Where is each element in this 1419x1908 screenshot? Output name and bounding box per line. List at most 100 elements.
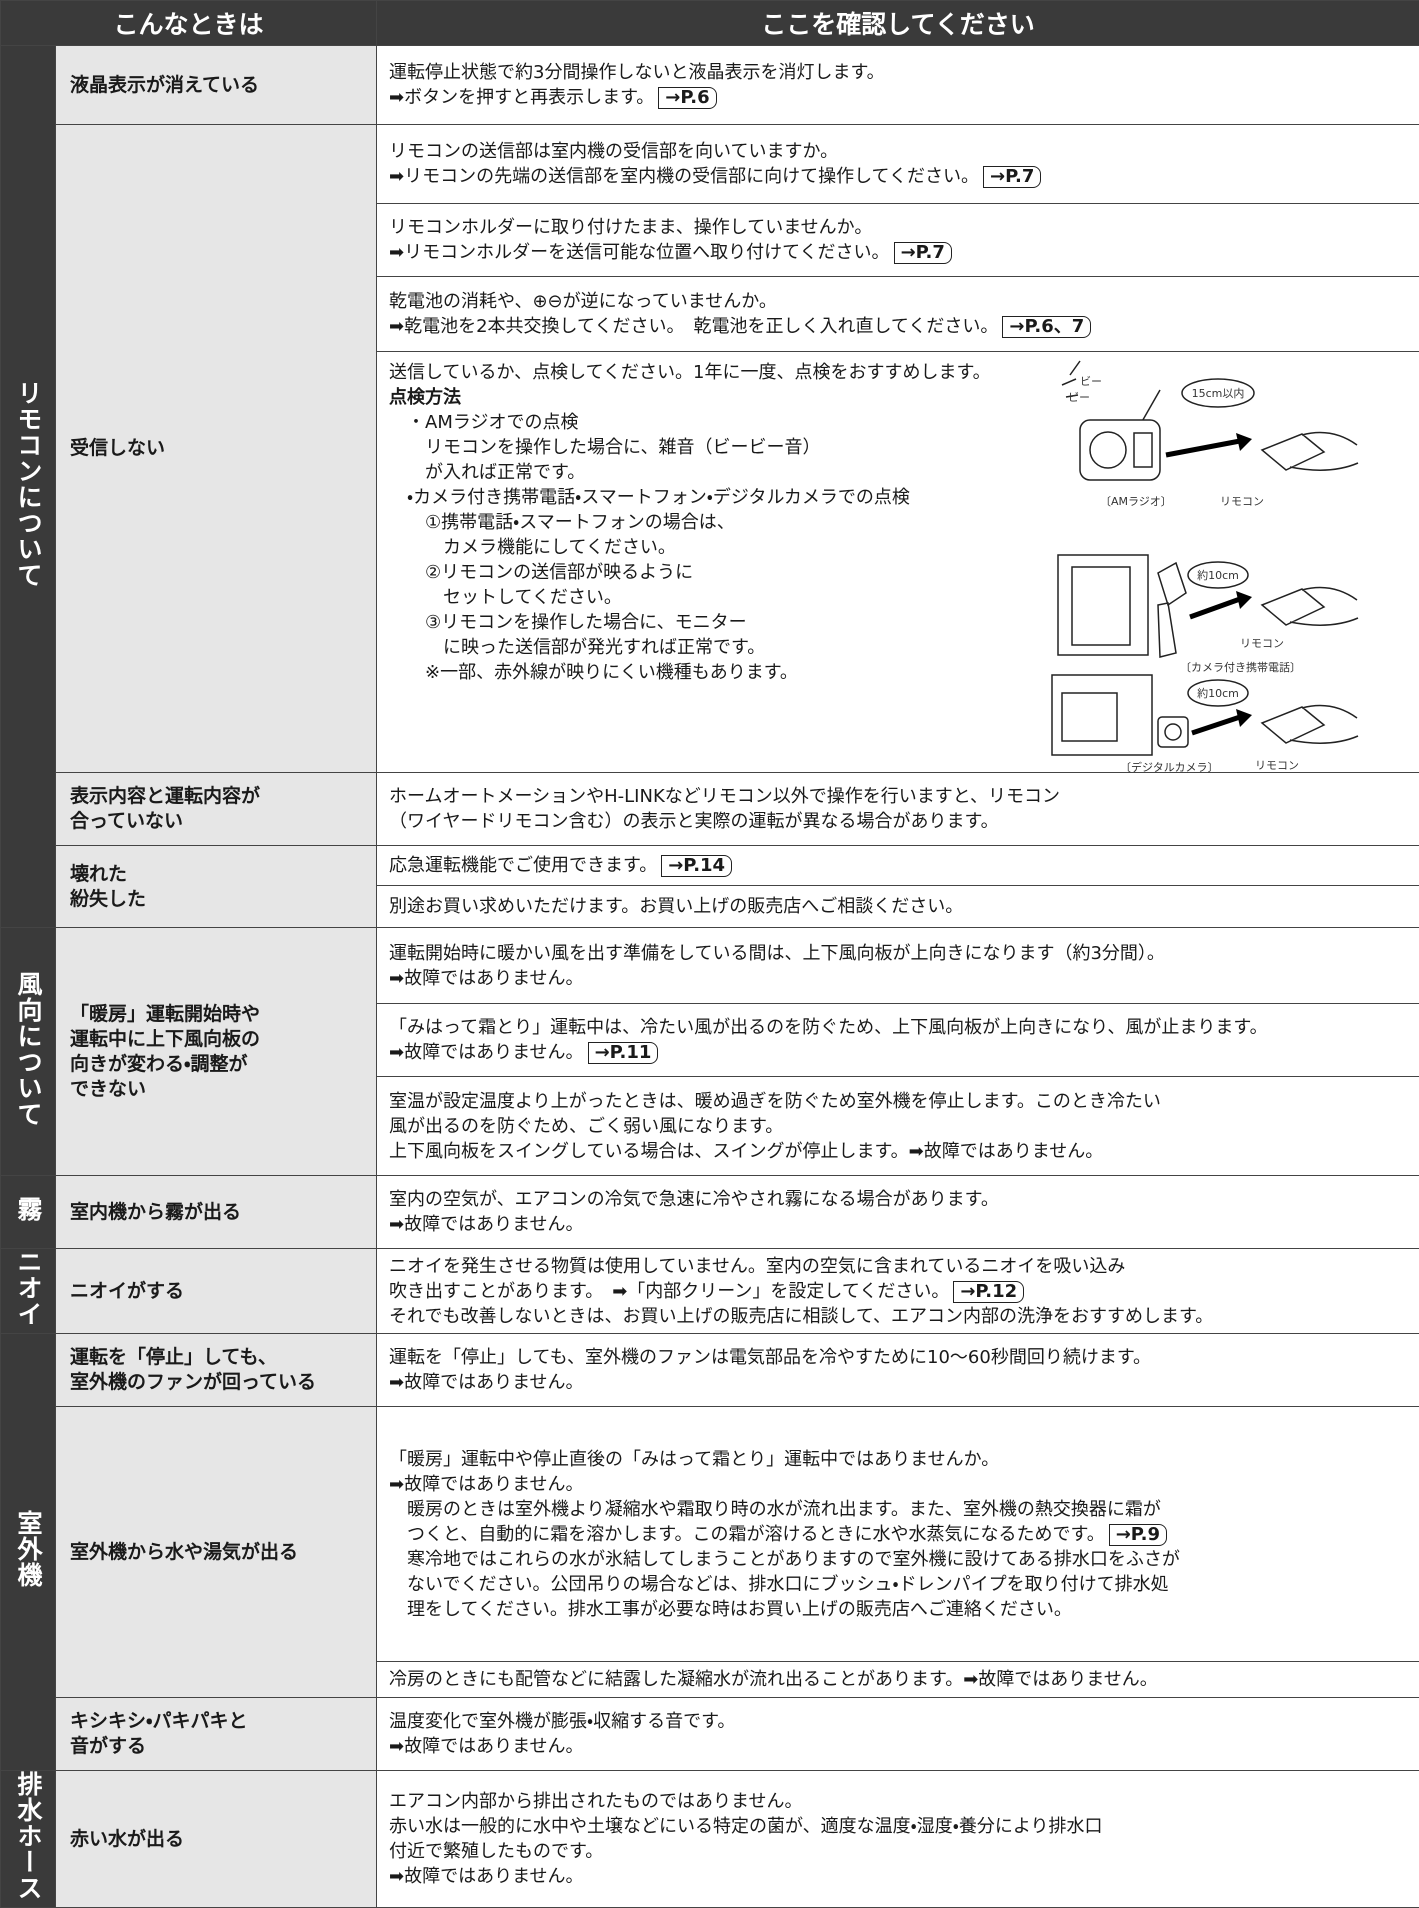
page-reference: →P.7 [983,166,1041,188]
table-row: 霧室内機から霧が出る室内の空気が、エアコンの冷気で急速に冷やされ霧になる場合があ… [1,1176,1419,1249]
section-label: 排水ホース [1,1771,56,1908]
radio-figure: ビー ビー 15cm以内 〔AMラジオ〕 リモコン [1062,361,1358,508]
category: キシキシ・パキパキと 音がする [56,1698,377,1771]
answer-line: つくと、自動的に霜を溶かします。この霜が溶けるときに水や水蒸気になるためです。→… [389,1522,1407,1547]
section-label: ニオイ [1,1249,56,1334]
answer-text: 吹き出すことがあります。 ➡「内部クリーン」を設定してください。 [389,1281,949,1302]
answer: 冷房のときにも配管などに結露した凝縮水が流れ出ることがあります。➡故障ではありま… [377,1662,1419,1698]
answer-line: 付近で繁殖したものです。 [389,1839,1407,1864]
section-label: 室外機 [1,1334,56,1771]
answer-line: 「暖房」運転中や停止直後の「みはって霜とり」運転中ではありませんか。 [389,1447,1407,1472]
answer-line: 乾電池の消耗や、⊕⊖が逆になっていませんか。 [389,289,1407,314]
answer: 室温が設定温度より上がったときは、暖め過ぎを防ぐため室外機を停止します。このとき… [377,1077,1419,1176]
header-row: こんなときは ここを確認してください [1,1,1419,46]
header-col1: こんなときは [1,1,377,46]
page-reference: →P.14 [661,855,732,877]
page-reference: →P.11 [588,1042,659,1064]
answer-line: それでも改善しないときは、お買い上げの販売店に相談して、エアコン内部の洗浄をおす… [389,1304,1407,1329]
table-row: リモコンについて液晶表示が消えている運転停止状態で約3分間操作しないと液晶表示を… [1,46,1419,125]
page-reference: →P.12 [953,1281,1024,1303]
category: 赤い水が出る [56,1771,377,1908]
answer-line: ➡故障ではありません。→P.11 [389,1040,1407,1065]
distance-label: 約10cm [1197,686,1239,700]
answer: 応急運転機能でご使用できます。→P.14 [377,846,1419,886]
answer-line: ➡リモコンの先端の送信部を室内機の受信部に向けて操作してください。→P.7 [389,164,1407,189]
answer-line: ➡故障ではありません。 [389,1212,1407,1237]
illustrations: ビー ビー 15cm以内 〔AMラジオ〕 リモコン 約10cm リモコン 〔カメ… [1040,355,1370,780]
answer-line: 理をしてください。排水工事が必要な時はお買い上げの販売店へご連絡ください。 [389,1597,1407,1622]
answer-line: ➡故障ではありません。 [389,1370,1407,1395]
section-label: リモコンについて [1,46,56,928]
section-label-text: 霧 [10,1196,46,1222]
answer: 運転を「停止」しても、室外機のファンは電気部品を冷やすために10～60秒間回り続… [377,1334,1419,1407]
figure-caption: 〔AMラジオ〕 [1100,495,1172,508]
table-row: 受信しないリモコンの送信部は室内機の受信部を向いていますか。➡リモコンの先端の送… [1,125,1419,204]
answer: リモコンホルダーに取り付けたまま、操作していませんか。➡リモコンホルダーを送信可… [377,204,1419,277]
section-label-text: 室外機 [10,1510,46,1588]
answer-line: ホームオートメーションやH-LINKなどリモコン以外で操作を行いますと、リモコン [389,784,1407,809]
answer: ホームオートメーションやH-LINKなどリモコン以外で操作を行いますと、リモコン… [377,773,1419,846]
category: 壊れた 紛失した [56,846,377,928]
answer: 温度変化で室外機が膨張・収縮する音です。➡故障ではありません。 [377,1698,1419,1771]
answer-line: 室温が設定温度より上がったときは、暖め過ぎを防ぐため室外機を停止します。このとき… [389,1089,1407,1114]
answer-line: リモコンの送信部は室内機の受信部を向いていますか。 [389,139,1407,164]
answer-line: ➡ボタンを押すと再表示します。→P.6 [389,85,1407,110]
distance-label: 約10cm [1197,568,1239,582]
table-row: 室外機から水や湯気が出る「暖房」運転中や停止直後の「みはって霜とり」運転中ではあ… [1,1407,1419,1662]
answer-text: 応急運転機能でご使用できます。 [389,855,657,876]
answer: 別途お買い求めいただけます。お買い上げの販売店へご相談ください。 [377,886,1419,928]
category: 運転を「停止」しても、 室外機のファンが回っている [56,1334,377,1407]
remote-label: リモコン [1220,495,1264,508]
answer-line: 応急運転機能でご使用できます。→P.14 [389,853,1407,878]
answer-line: 運転開始時に暖かい風を出す準備をしている間は、上下風向板が上向きになります（約3… [389,941,1407,966]
table-row: 排水ホース赤い水が出るエアコン内部から排出されたものではありません。赤い水は一般… [1,1771,1419,1908]
answer-line: 室内の空気が、エアコンの冷気で急速に冷やされ霧になる場合があります。 [389,1187,1407,1212]
table-row: キシキシ・パキパキと 音がする温度変化で室外機が膨張・収縮する音です。➡故障では… [1,1698,1419,1771]
answer: 運転開始時に暖かい風を出す準備をしている間は、上下風向板が上向きになります（約3… [377,928,1419,1004]
table-row: 表示内容と運転内容が 合っていないホームオートメーションやH-LINKなどリモコ… [1,773,1419,846]
answer-line: エアコン内部から排出されたものではありません。 [389,1789,1407,1814]
answer: 「みはって霜とり」運転中は、冷たい風が出るのを防ぐため、上下風向板が上向きになり… [377,1004,1419,1077]
answer-line: ➡故障ではありません。 [389,1734,1407,1759]
answer-line: 別途お買い求めいただけます。お買い上げの販売店へご相談ください。 [389,894,1407,919]
beep-label: ビー [1068,391,1090,404]
answer-line: 暖房のときは室外機より凝縮水や霜取り時の水が流れ出ます。また、室外機の熱交換器に… [389,1497,1407,1522]
beep-label: ビー [1080,375,1102,388]
answer-text: ➡ボタンを押すと再表示します。 [389,87,654,108]
answer-line: 吹き出すことがあります。 ➡「内部クリーン」を設定してください。→P.12 [389,1279,1407,1304]
answer-line: ➡乾電池を2本共交換してください。 乾電池を正しく入れ直してください。→P.6、… [389,314,1407,339]
answer-line: （ワイヤードリモコン含む）の表示と実際の運転が異なる場合があります。 [389,809,1407,834]
answer-line: ないでください。公団吊りの場合などは、排水口にブッシュ・ドレンパイプを取り付けて… [389,1572,1407,1597]
answer-line: 運転停止状態で約3分間操作しないと液晶表示を消灯します。 [389,60,1407,85]
category: 受信しない [56,125,377,773]
page-reference: →P.6、7 [1002,316,1091,338]
section-label-text: リモコンについて [10,380,46,588]
section-label-text: ニオイ [10,1249,46,1327]
category: 室内機から霧が出る [56,1176,377,1249]
header-col2: ここを確認してください [377,1,1419,46]
answer-text: ➡リモコンホルダーを送信可能な位置へ取り付けてください。 [389,242,890,263]
table-row: 室外機運転を「停止」しても、 室外機のファンが回っている運転を「停止」しても、室… [1,1334,1419,1407]
remote-label: リモコン [1255,759,1299,772]
section-label-text: 排水ホース [10,1771,46,1901]
answer-line: 風が出るのを防ぐため、ごく弱い風になります。 [389,1114,1407,1139]
answer-text: 点検方法 [389,387,461,408]
table-row: 壊れた 紛失した応急運転機能でご使用できます。→P.14 [1,846,1419,886]
page-reference: →P.9 [1109,1524,1167,1546]
answer-line: 温度変化で室外機が膨張・収縮する音です。 [389,1709,1407,1734]
answer: 乾電池の消耗や、⊕⊖が逆になっていませんか。➡乾電池を2本共交換してください。 … [377,277,1419,352]
answer-line: ➡故障ではありません。 [389,1472,1407,1497]
table-body: リモコンについて液晶表示が消えている運転停止状態で約3分間操作しないと液晶表示を… [1,46,1419,1908]
figure-caption: 〔カメラ付き携帯電話〕 [1180,661,1301,674]
page-reference: →P.6 [658,87,716,109]
remote-label: リモコン [1240,637,1284,650]
answer-line: ニオイを発生させる物質は使用していません。室内の空気に含まれているニオイを吸い込… [389,1254,1407,1279]
figure-caption: 〔デジタルカメラ〕 [1120,760,1218,774]
table-row: 風向について「暖房」運転開始時や 運転中に上下風向板の 向きが変わる・調整が で… [1,928,1419,1004]
answer-line: 運転を「停止」しても、室外機のファンは電気部品を冷やすために10～60秒間回り続… [389,1345,1407,1370]
answer-text: つくと、自動的に霜を溶かします。この霜が溶けるときに水や水蒸気になるためです。 [389,1524,1105,1545]
phone-figure: 約10cm リモコン 〔カメラ付き携帯電話〕 [1058,555,1358,674]
answer-text: ➡乾電池を2本共交換してください。 乾電池を正しく入れ直してください。 [389,316,998,337]
